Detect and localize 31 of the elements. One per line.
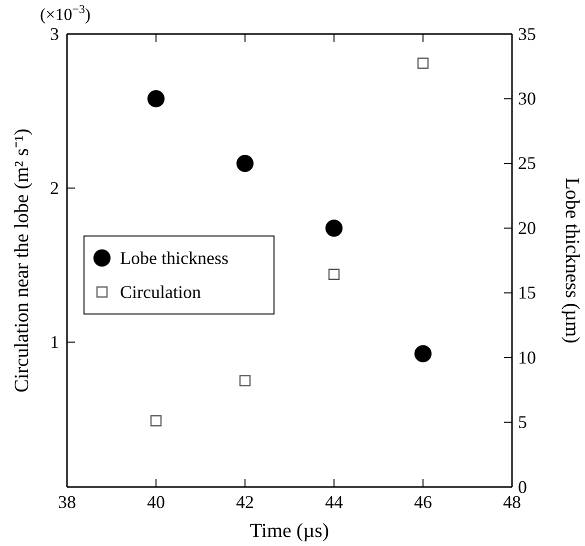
y2-tick-label: 15 bbox=[518, 282, 536, 303]
legend-label: Lobe thickness bbox=[120, 248, 228, 268]
y2-axis-title: Lobe thickness (µm) bbox=[561, 178, 583, 344]
y2-tick-label: 25 bbox=[518, 153, 536, 174]
point bbox=[325, 220, 343, 237]
y-tick-label: 1 bbox=[50, 332, 59, 352]
y2-tick-label: 10 bbox=[518, 347, 536, 368]
point bbox=[236, 154, 254, 172]
point bbox=[147, 90, 165, 108]
legend-label: Circulation bbox=[120, 282, 201, 302]
text: (×10$^{−3}$) bbox=[40, 2, 91, 24]
x-tick-label: 38 bbox=[58, 492, 76, 512]
x-tick-label: 40 bbox=[147, 492, 165, 512]
x-tick-label: 44 bbox=[325, 492, 343, 512]
point bbox=[414, 345, 432, 362]
y2-tick-label: 30 bbox=[518, 88, 536, 108]
y2-tick-label: 5 bbox=[518, 412, 527, 432]
point bbox=[417, 58, 429, 69]
x-axis-title: Time (µs) bbox=[250, 520, 330, 542]
x-tick-label: 42 bbox=[236, 492, 254, 512]
x-tick-label: 46 bbox=[414, 492, 432, 512]
point bbox=[150, 415, 162, 426]
point bbox=[328, 268, 340, 280]
y-tick-label: 2 bbox=[50, 178, 59, 198]
y2-tick-label: 0 bbox=[518, 476, 527, 497]
y-axis-title: Circulation near the lobe (m² s⁻¹) bbox=[11, 128, 33, 392]
point bbox=[239, 375, 251, 386]
y-tick-label: 3 bbox=[50, 24, 59, 44]
y2-tick-label: 20 bbox=[518, 218, 536, 238]
y2-tick-label: 35 bbox=[518, 24, 536, 44]
x-tick-label: 48 bbox=[503, 492, 521, 512]
